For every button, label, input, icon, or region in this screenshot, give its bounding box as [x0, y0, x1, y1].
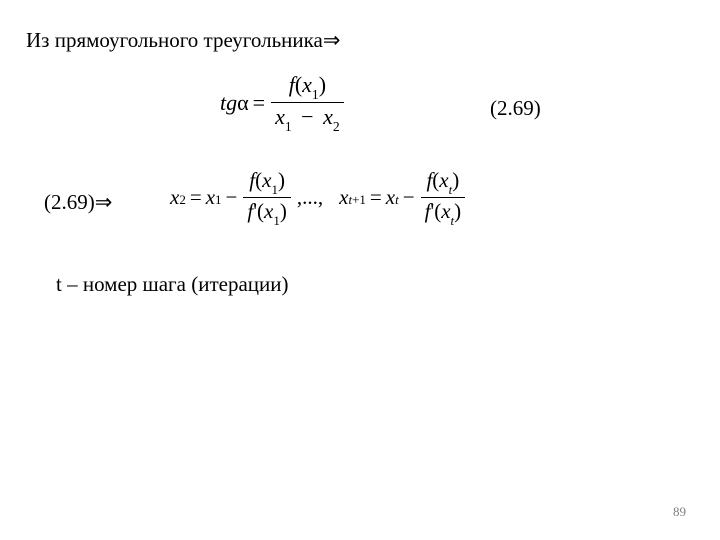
x-var: x [206, 185, 215, 210]
x-var: x [275, 104, 285, 129]
intro-text: Из прямоугольного треугольника [26, 28, 323, 52]
rparen: ) [278, 168, 285, 192]
x-var: x [441, 199, 450, 223]
subscript-plus1: +1 [352, 192, 366, 208]
rparen: ) [319, 72, 326, 97]
fraction-2a-numerator: f(x1) [245, 168, 289, 196]
alpha-symbol: α [237, 90, 249, 116]
subscript-1: 1 [215, 192, 222, 208]
page-number: 89 [673, 504, 686, 520]
equals-sign: = [370, 185, 382, 210]
subscript-t: t [395, 192, 399, 208]
fraction-1: f(x1) x1 − x2 [271, 72, 344, 133]
subscript-1: 1 [273, 213, 280, 228]
rparen: ) [280, 199, 287, 223]
x-var: x [302, 72, 312, 97]
page: Из прямоугольного треугольника⇒ tgα = f(… [0, 0, 720, 540]
equals-sign: = [253, 90, 265, 116]
step-note: t – номер шага (итерации) [56, 272, 288, 297]
subscript-2: 2 [333, 119, 340, 134]
subscript-2: 2 [179, 192, 186, 208]
fraction-bar [243, 197, 290, 198]
x-var: x [323, 104, 333, 129]
rparen: ) [452, 168, 459, 192]
fraction-2a: f(x1) f'(x1) [243, 168, 290, 227]
equals-sign: = [190, 185, 202, 210]
tg-symbol: tg [220, 90, 237, 116]
minus-sign: − [403, 185, 415, 210]
minus-sign: − [226, 185, 238, 210]
fraction-2a-denominator: f'(x1) [243, 199, 290, 227]
fraction-bar [271, 102, 344, 103]
equation-2-ref: (2.69)⇒ [44, 190, 112, 215]
ellipsis: ,..., [297, 185, 323, 210]
equation-1-number: (2.69) [490, 96, 541, 121]
lparen: ( [257, 199, 264, 223]
x-var: x [386, 185, 395, 210]
minus-sign: − [301, 104, 313, 129]
x-var: x [170, 185, 179, 210]
fraction-2b-denominator: f'(xt) [421, 199, 466, 227]
x-var: x [264, 199, 273, 223]
fraction-2b-numerator: f(xt) [422, 168, 463, 196]
ref-number: (2.69) [44, 190, 95, 215]
subscript-t: t [449, 182, 453, 197]
subscript-t: t [451, 213, 455, 228]
subscript-1: 1 [271, 182, 278, 197]
subscript-1: 1 [312, 87, 319, 102]
x-var: x [339, 185, 348, 210]
rparen: ) [454, 199, 461, 223]
x-var: x [439, 168, 448, 192]
arrow-icon: ⇒ [323, 28, 341, 52]
fraction-2b: f(xt) f'(xt) [421, 168, 466, 227]
equation-2: x2 = x1 − f(x1) f'(x1) ,..., xt+1 = xt −… [170, 168, 467, 227]
fraction-1-denominator: x1 − x2 [271, 104, 344, 133]
arrow-icon: ⇒ [95, 190, 113, 215]
fraction-1-numerator: f(x1) [285, 72, 330, 101]
subscript-1: 1 [285, 119, 292, 134]
fraction-bar [421, 197, 466, 198]
intro-line: Из прямоугольного треугольника⇒ [26, 28, 340, 53]
equation-1: tgα = f(x1) x1 − x2 [220, 72, 346, 133]
